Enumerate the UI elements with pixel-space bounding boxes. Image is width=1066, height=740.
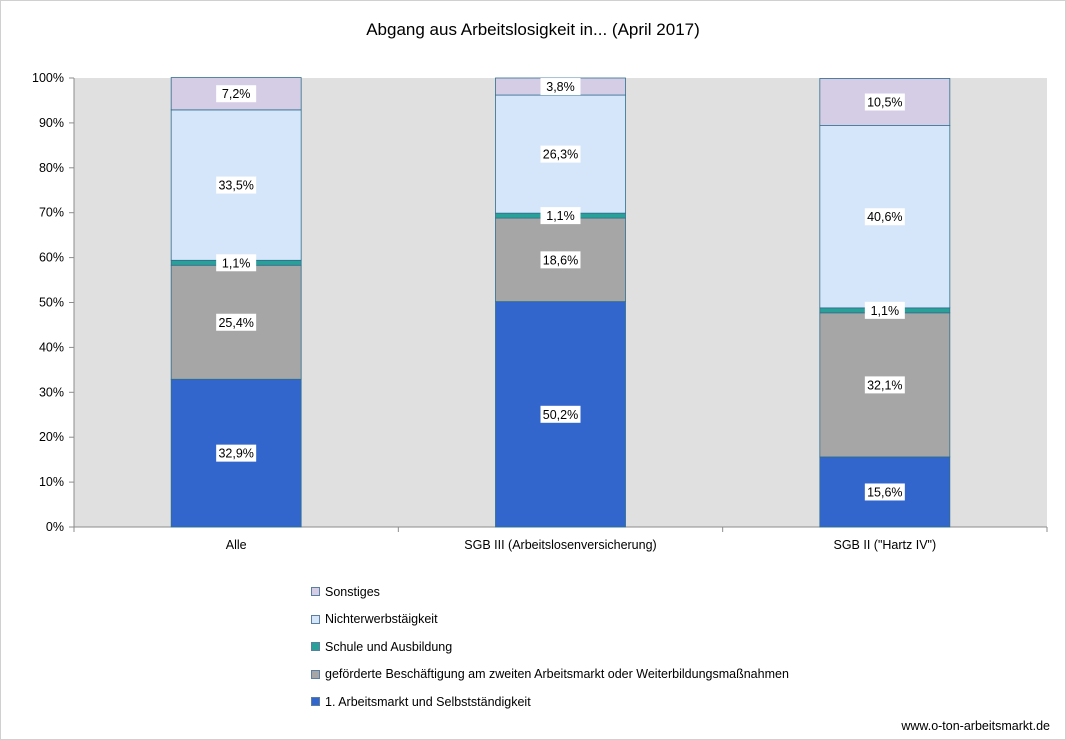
data-label: 3,8% xyxy=(546,80,575,94)
data-label: 50,2% xyxy=(543,408,578,422)
legend-item: geförderte Beschäftigung am zweiten Arbe… xyxy=(311,661,789,689)
data-label-box xyxy=(540,207,581,225)
data-label: 26,3% xyxy=(543,148,578,162)
y-tick-label: 60% xyxy=(39,251,64,265)
data-label: 33,5% xyxy=(218,179,253,193)
data-label: 15,6% xyxy=(867,485,902,499)
data-label: 1,1% xyxy=(871,304,900,318)
data-label-box xyxy=(864,301,905,319)
legend-label: Schule und Ausbildung xyxy=(325,639,453,654)
legend-label: Sonstiges xyxy=(325,584,380,599)
x-tick-label: Alle xyxy=(226,538,247,552)
y-tick-label: 70% xyxy=(39,206,64,220)
legend-swatch xyxy=(311,697,320,707)
legend-swatch xyxy=(311,642,320,652)
data-label: 32,9% xyxy=(218,447,253,461)
y-tick-label: 0% xyxy=(46,520,64,534)
legend-item: Nichterwerbstäigkeit xyxy=(311,606,789,634)
legend-swatch xyxy=(311,614,320,624)
chart-legend: Sonstiges Nichterwerbstäigkeit Schule und … xyxy=(311,578,789,716)
data-label-box xyxy=(540,251,581,269)
data-label: 1,1% xyxy=(222,256,251,270)
data-label: 25,4% xyxy=(218,316,253,330)
chart-title: Abgang aus Arbeitslosigkeit in... (April… xyxy=(366,20,700,39)
data-label-box xyxy=(216,176,257,194)
data-label-box xyxy=(216,313,257,331)
legend-item: Schule und Ausbildung xyxy=(311,633,789,661)
data-label: 40,6% xyxy=(867,210,902,224)
data-label: 18,6% xyxy=(543,253,578,267)
x-tick-label: SGB II ("Hartz IV") xyxy=(834,538,937,552)
legend-item: 1. Arbeitsmarkt und Selbstständigkeit xyxy=(311,688,789,716)
y-tick-label: 80% xyxy=(39,161,64,175)
data-label-box xyxy=(216,444,257,462)
data-label-box xyxy=(216,254,257,272)
data-label-box xyxy=(540,405,581,423)
data-label: 1,1% xyxy=(546,209,575,223)
legend-swatch xyxy=(311,587,320,597)
data-label: 7,2% xyxy=(222,87,251,101)
y-tick-label: 10% xyxy=(39,475,64,489)
legend-item: Sonstiges xyxy=(311,578,789,606)
data-label-box xyxy=(864,376,905,394)
data-label-box xyxy=(216,85,257,103)
data-label: 10,5% xyxy=(867,96,902,110)
source-url[interactable]: www.o-ton-arbeitsmarkt.de xyxy=(901,719,1050,733)
data-label-box xyxy=(864,483,905,501)
y-tick-label: 30% xyxy=(39,385,64,399)
y-tick-label: 40% xyxy=(39,340,64,354)
data-label-box xyxy=(540,78,581,96)
y-tick-label: 100% xyxy=(32,71,64,85)
data-label-box xyxy=(540,145,581,163)
y-tick-label: 90% xyxy=(39,116,64,130)
y-tick-label: 20% xyxy=(39,430,64,444)
legend-label: geförderte Beschäftigung am zweiten Arbe… xyxy=(325,667,789,682)
x-tick-label: SGB III (Arbeitslosenversicherung) xyxy=(464,538,656,552)
y-tick-label: 50% xyxy=(39,296,64,310)
legend-label: Nichterwerbstäigkeit xyxy=(325,612,438,627)
legend-label: 1. Arbeitsmarkt und Selbstständigkeit xyxy=(325,694,531,709)
data-label: 32,1% xyxy=(867,378,902,392)
data-label-box xyxy=(864,208,905,226)
data-label-box xyxy=(864,93,905,111)
legend-swatch xyxy=(311,669,320,679)
